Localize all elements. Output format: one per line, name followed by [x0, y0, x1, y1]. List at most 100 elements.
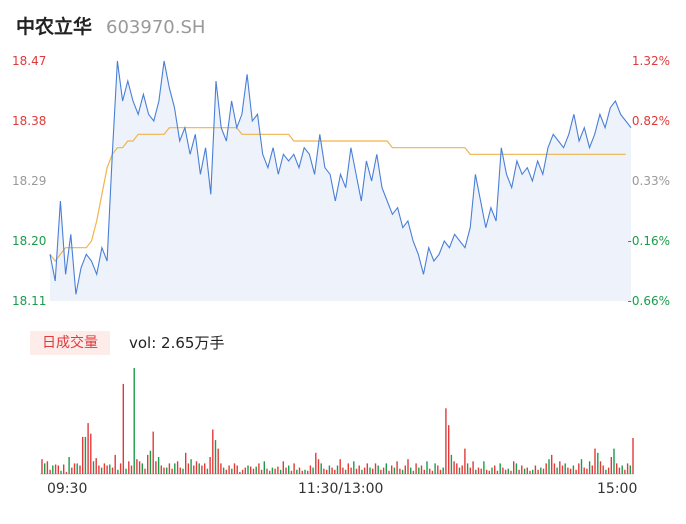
volume-bar — [122, 383, 124, 474]
volume-bar — [133, 368, 135, 474]
volume-bar — [464, 448, 466, 474]
volume-bar — [434, 463, 436, 474]
volume-bar — [350, 467, 352, 474]
volume-bar — [377, 465, 379, 474]
volume-bar — [420, 465, 423, 474]
volume-bar — [60, 470, 62, 474]
percent-tick-label: 0.82% — [631, 114, 670, 128]
volume-bar — [507, 468, 509, 474]
volume-bar — [157, 457, 160, 474]
volume-bar — [255, 466, 257, 474]
price-tick-label: 18.20 — [12, 234, 47, 248]
volume-bar — [599, 461, 602, 474]
volume-bar — [361, 469, 363, 474]
volume-bar — [212, 429, 214, 474]
volume-bar — [106, 465, 108, 474]
daily-volume-tab[interactable]: 日成交量 — [30, 331, 110, 355]
volume-bar — [217, 448, 219, 474]
volume-bar — [602, 465, 604, 474]
volume-bar — [540, 467, 542, 474]
volume-bar — [591, 465, 593, 474]
volume-bar — [521, 465, 523, 474]
volume-bar — [594, 448, 596, 474]
volume-bar — [429, 468, 431, 474]
volume-bar — [542, 468, 545, 474]
volume-bar — [537, 469, 539, 474]
volume-bar — [548, 459, 550, 474]
volume-bar — [228, 465, 230, 474]
volume-bar — [450, 454, 453, 474]
volume-bar — [469, 467, 471, 474]
volume-bar — [461, 465, 463, 474]
volume-bar — [68, 457, 70, 474]
volume-bar — [621, 465, 623, 474]
volume-bar — [453, 461, 455, 474]
volume-bar — [442, 467, 444, 474]
volume-bar — [214, 440, 217, 474]
volume-bar — [309, 465, 312, 474]
volume-bar — [141, 463, 143, 474]
volume-bar — [263, 461, 265, 474]
volume-bar — [274, 468, 276, 474]
volume-bar — [57, 465, 59, 474]
volume-bar — [572, 465, 575, 474]
volume-bar — [439, 469, 442, 474]
volume-bar — [396, 461, 398, 474]
volume-bar — [166, 467, 168, 474]
volume-bar — [556, 467, 558, 474]
volume-bar — [339, 459, 341, 474]
volume-bar — [583, 467, 585, 474]
volume-bar — [575, 469, 577, 474]
volume-bar — [130, 465, 133, 474]
volume-bar — [84, 436, 87, 474]
volume-bar — [334, 469, 336, 474]
price-area — [50, 61, 631, 301]
volume-bar — [100, 467, 103, 474]
volume-readout: vol: 2.65万手 — [129, 334, 225, 352]
price-tick-label: 18.29 — [12, 174, 47, 188]
volume-bar — [49, 469, 51, 474]
volume-bar — [103, 463, 106, 474]
volume-bar — [326, 469, 328, 474]
volume-bar — [114, 454, 116, 474]
volume-bar — [92, 461, 95, 474]
volume-bar — [369, 467, 371, 474]
volume-bar — [523, 468, 526, 474]
volume-bar — [73, 463, 76, 474]
volume-bar — [504, 469, 507, 474]
volume-bar — [426, 461, 428, 474]
volume-bar — [244, 467, 246, 474]
volume-bar — [71, 467, 73, 474]
volume-bar — [475, 469, 477, 474]
volume-bar — [109, 464, 111, 474]
volume-bar — [44, 463, 46, 474]
volume-bar — [353, 461, 355, 474]
percent-tick-label: 0.33% — [631, 174, 670, 188]
volume-bar — [526, 467, 528, 474]
volume-bar — [201, 465, 203, 474]
volume-bar — [485, 469, 488, 474]
volume-bar — [586, 468, 588, 474]
volume-bar — [155, 461, 157, 474]
volume-bar — [344, 469, 347, 474]
volume-bar — [629, 465, 631, 474]
volume-bar — [163, 467, 165, 474]
volume-bar — [252, 468, 255, 474]
volume-bar — [496, 470, 499, 474]
volume-bar — [298, 467, 301, 474]
volume-bar — [90, 433, 92, 474]
volume-bar — [95, 458, 97, 474]
volume-bar — [160, 465, 162, 474]
volume-bar — [480, 468, 482, 474]
volume-bar — [518, 469, 520, 474]
average-price-line — [49, 127, 626, 262]
stock-name: 中农立华 — [16, 16, 93, 38]
volume-bar — [355, 468, 358, 474]
volume-bar — [98, 465, 100, 474]
volume-bar — [610, 457, 612, 474]
volume-bar — [152, 431, 154, 474]
volume-bar — [418, 467, 420, 474]
volume-bar — [331, 467, 333, 474]
volume-bar — [182, 468, 184, 474]
volume-bar — [491, 467, 493, 474]
